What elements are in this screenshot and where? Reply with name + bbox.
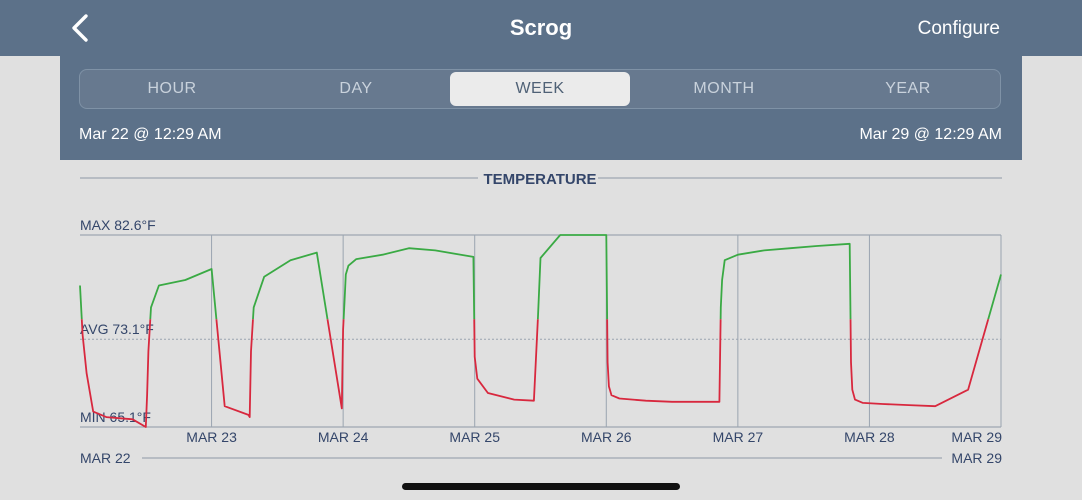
home-indicator bbox=[402, 483, 680, 490]
above-average-line bbox=[79, 234, 1002, 320]
below-average-line bbox=[80, 319, 990, 428]
range-segmented-control: HOUR DAY WEEK MONTH YEAR bbox=[79, 69, 1001, 109]
timeline-start-label: MAR 22 bbox=[80, 450, 131, 466]
chart-title: TEMPERATURE bbox=[483, 171, 596, 188]
nav-bar: Scrog Configure bbox=[0, 0, 1082, 56]
avg-label: AVG 73.1°F bbox=[80, 321, 154, 337]
day-tick-label: MAR 28 bbox=[844, 429, 895, 445]
day-ticks: MAR 23 MAR 24 MAR 25 MAR 26 MAR 27 MAR 28 MAR … bbox=[186, 235, 1002, 445]
day-tick-label: MAR 26 bbox=[581, 429, 632, 445]
day-tick-label: MAR 27 bbox=[713, 429, 764, 445]
day-tick-label: MAR 23 bbox=[186, 429, 237, 445]
day-tick-label: MAR 25 bbox=[449, 429, 500, 445]
range-end-label: Mar 29 @ 12:29 AM bbox=[859, 126, 1002, 143]
timeline-end-label: MAR 29 bbox=[951, 450, 1002, 466]
day-tick-label: MAR 29 bbox=[951, 429, 1002, 445]
temperature-series bbox=[79, 234, 1002, 428]
day-tick-label: MAR 24 bbox=[318, 429, 369, 445]
tab-month[interactable]: MONTH bbox=[693, 80, 755, 97]
max-label: MAX 82.6°F bbox=[80, 217, 156, 233]
tab-year[interactable]: YEAR bbox=[885, 80, 931, 97]
configure-button[interactable]: Configure bbox=[917, 18, 1000, 39]
tab-day[interactable]: DAY bbox=[339, 80, 373, 97]
tab-week[interactable]: WEEK bbox=[450, 72, 630, 106]
back-button[interactable] bbox=[62, 10, 98, 46]
tab-hour[interactable]: HOUR bbox=[147, 80, 197, 97]
chevron-left-icon bbox=[72, 14, 88, 42]
chart-grid bbox=[80, 234, 1001, 428]
range-panel: HOUR DAY WEEK MONTH YEAR Mar 22 @ 12:29 … bbox=[60, 56, 1022, 160]
range-start-label: Mar 22 @ 12:29 AM bbox=[79, 126, 222, 143]
temperature-chart: TEMPERATURE MAX 82.6°F AVG 73.1°F MIN 65… bbox=[79, 171, 1002, 466]
